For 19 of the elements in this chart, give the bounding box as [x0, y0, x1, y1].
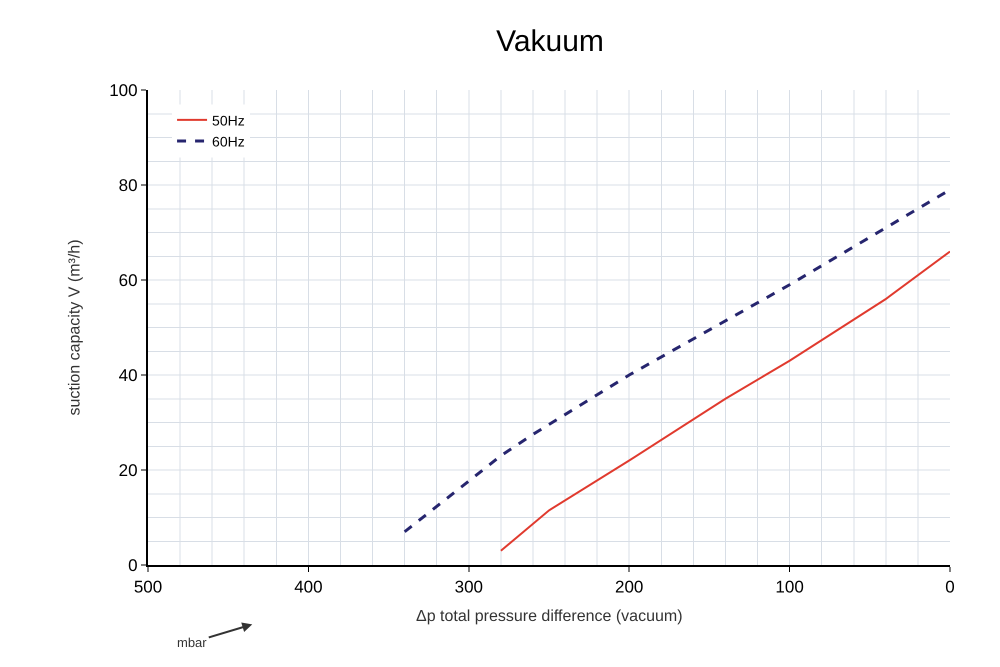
x-tick-label: 400 — [294, 577, 323, 596]
y-tick-label: 0 — [128, 556, 138, 575]
line-series — [500, 250, 950, 552]
x-tick-label: 500 — [134, 577, 162, 596]
chart-title: Vakuum — [496, 25, 604, 58]
y-axis-title: suction capacity V (m³/h) — [66, 239, 84, 416]
legend-label: 60Hz — [212, 134, 245, 150]
y-tick-label: 60 — [118, 270, 138, 290]
x-tick-label: 200 — [615, 577, 644, 596]
y-tick-label: 20 — [118, 460, 138, 480]
legend-label: 50Hz — [212, 112, 245, 128]
y-tick-label: 80 — [118, 176, 138, 195]
y-tick-label: 40 — [118, 366, 138, 385]
x-axis-title: Δp total pressure difference (vacuum) — [416, 608, 683, 625]
x-tick-label: 300 — [454, 577, 483, 596]
x-tick-label: 0 — [945, 577, 955, 596]
y-tick-label: 100 — [109, 80, 138, 100]
text: mbar — [177, 635, 208, 650]
x-tick-label: 100 — [775, 577, 804, 596]
